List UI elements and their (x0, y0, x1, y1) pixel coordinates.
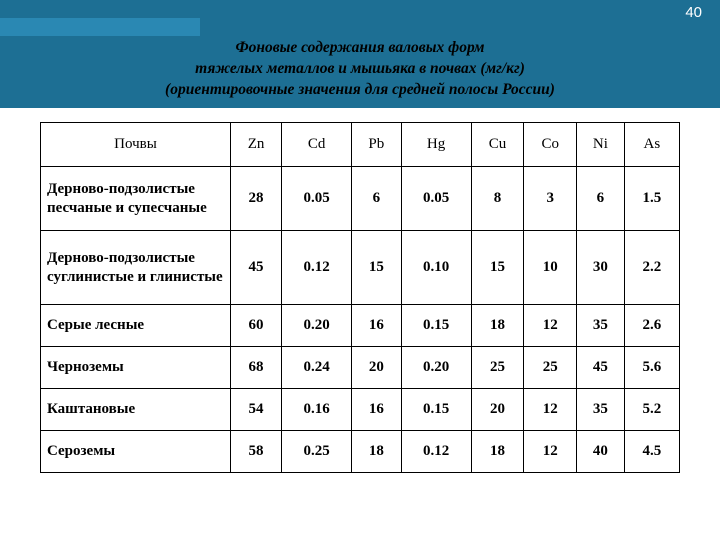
cell-value: 0.20 (282, 305, 352, 347)
row-label: Черноземы (41, 347, 231, 389)
col-header-as: As (624, 123, 679, 167)
cell-value: 0.12 (401, 431, 471, 473)
row-label: Сероземы (41, 431, 231, 473)
cell-value: 0.05 (401, 167, 471, 231)
cell-value: 8 (471, 167, 524, 231)
cell-value: 0.20 (401, 347, 471, 389)
cell-value: 6 (577, 167, 625, 231)
cell-value: 35 (577, 389, 625, 431)
cell-value: 1.5 (624, 167, 679, 231)
cell-value: 68 (231, 347, 282, 389)
cell-value: 5.6 (624, 347, 679, 389)
table-row: Дерново-подзолистые суглинистые и глинис… (41, 231, 680, 305)
table-body: Дерново-подзолистые песчаные и супесчаны… (41, 167, 680, 473)
cell-value: 20 (352, 347, 401, 389)
row-label: Дерново-подзолистые суглинистые и глинис… (41, 231, 231, 305)
col-header-soil: Почвы (41, 123, 231, 167)
cell-value: 25 (524, 347, 577, 389)
cell-value: 45 (231, 231, 282, 305)
row-label: Каштановые (41, 389, 231, 431)
cell-value: 0.10 (401, 231, 471, 305)
header-band: 40 Фоновые содержания валовых форм тяжел… (0, 0, 720, 108)
row-label: Дерново-подзолистые песчаные и супесчаны… (41, 167, 231, 231)
col-header-hg: Hg (401, 123, 471, 167)
title-line-2: тяжелых металлов и мышьяка в почвах (мг/… (195, 60, 525, 77)
cell-value: 0.15 (401, 305, 471, 347)
cell-value: 40 (577, 431, 625, 473)
col-header-zn: Zn (231, 123, 282, 167)
table-container: Почвы Zn Cd Pb Hg Cu Co Ni As Дерново-по… (0, 108, 720, 473)
cell-value: 30 (577, 231, 625, 305)
col-header-co: Co (524, 123, 577, 167)
cell-value: 35 (577, 305, 625, 347)
cell-value: 12 (524, 389, 577, 431)
cell-value: 0.16 (282, 389, 352, 431)
row-label: Серые лесные (41, 305, 231, 347)
cell-value: 58 (231, 431, 282, 473)
cell-value: 4.5 (624, 431, 679, 473)
cell-value: 15 (471, 231, 524, 305)
table-row: Сероземы580.25180.121812404.5 (41, 431, 680, 473)
cell-value: 16 (352, 305, 401, 347)
col-header-cd: Cd (282, 123, 352, 167)
table-row: Серые лесные600.20160.151812352.6 (41, 305, 680, 347)
cell-value: 0.15 (401, 389, 471, 431)
cell-value: 16 (352, 389, 401, 431)
cell-value: 2.6 (624, 305, 679, 347)
cell-value: 0.25 (282, 431, 352, 473)
cell-value: 0.24 (282, 347, 352, 389)
cell-value: 25 (471, 347, 524, 389)
cell-value: 18 (352, 431, 401, 473)
cell-value: 18 (471, 305, 524, 347)
cell-value: 18 (471, 431, 524, 473)
cell-value: 0.05 (282, 167, 352, 231)
table-row: Черноземы680.24200.202525455.6 (41, 347, 680, 389)
page-title: Фоновые содержания валовых форм тяжелых … (0, 38, 720, 101)
col-header-ni: Ni (577, 123, 625, 167)
cell-value: 54 (231, 389, 282, 431)
cell-value: 10 (524, 231, 577, 305)
cell-value: 2.2 (624, 231, 679, 305)
cell-value: 28 (231, 167, 282, 231)
cell-value: 6 (352, 167, 401, 231)
cell-value: 20 (471, 389, 524, 431)
cell-value: 15 (352, 231, 401, 305)
cell-value: 5.2 (624, 389, 679, 431)
header-accent-bar (0, 18, 200, 36)
table-row: Дерново-подзолистые песчаные и супесчаны… (41, 167, 680, 231)
table-header-row: Почвы Zn Cd Pb Hg Cu Co Ni As (41, 123, 680, 167)
cell-value: 3 (524, 167, 577, 231)
cell-value: 12 (524, 305, 577, 347)
title-line-1: Фоновые содержания валовых форм (235, 39, 484, 56)
cell-value: 12 (524, 431, 577, 473)
cell-value: 60 (231, 305, 282, 347)
page-number: 40 (685, 4, 702, 21)
col-header-cu: Cu (471, 123, 524, 167)
data-table: Почвы Zn Cd Pb Hg Cu Co Ni As Дерново-по… (40, 122, 680, 473)
col-header-pb: Pb (352, 123, 401, 167)
cell-value: 0.12 (282, 231, 352, 305)
table-row: Каштановые540.16160.152012355.2 (41, 389, 680, 431)
title-line-3: (ориентировочные значения для средней по… (165, 81, 555, 98)
cell-value: 45 (577, 347, 625, 389)
